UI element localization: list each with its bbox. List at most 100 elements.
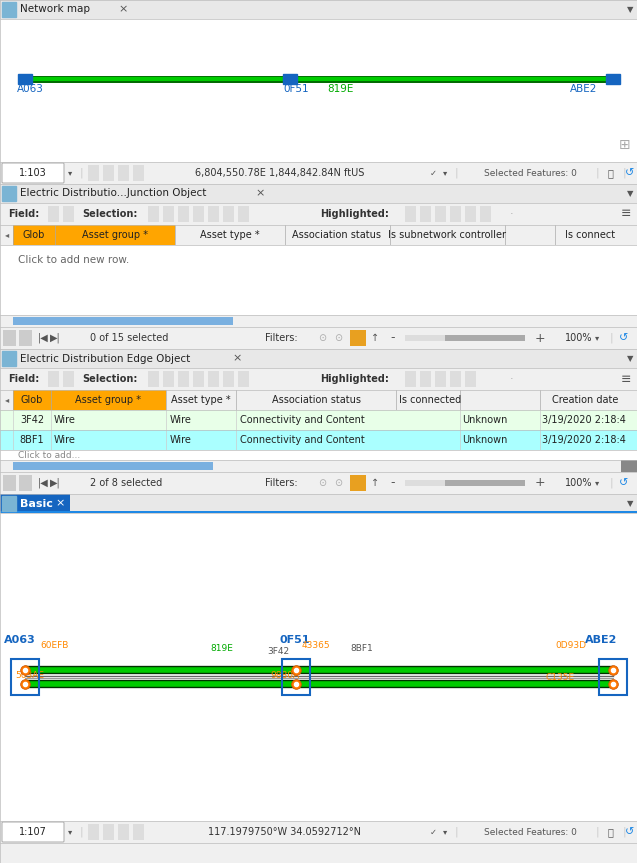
- Text: ABE2: ABE2: [570, 84, 598, 94]
- Text: A063: A063: [17, 84, 44, 94]
- Bar: [103, 165, 114, 181]
- Bar: [405, 206, 416, 222]
- Text: Selection:: Selection:: [82, 209, 138, 219]
- Text: Connectivity and Content: Connectivity and Content: [240, 415, 365, 425]
- Bar: [163, 206, 174, 222]
- Text: ⏸: ⏸: [607, 168, 613, 178]
- Bar: [405, 335, 445, 341]
- Text: Wire: Wire: [170, 415, 192, 425]
- Text: ×: ×: [55, 499, 64, 508]
- Bar: [435, 206, 446, 222]
- Text: Creation date: Creation date: [552, 395, 618, 405]
- Bar: [282, 659, 310, 695]
- Bar: [283, 74, 297, 84]
- Text: 8BF1: 8BF1: [350, 644, 373, 652]
- Bar: [420, 371, 431, 387]
- Bar: [178, 206, 189, 222]
- Text: |: |: [610, 333, 613, 343]
- Text: 6,804,550.78E 1,844,842.84N ftUS: 6,804,550.78E 1,844,842.84N ftUS: [196, 168, 365, 178]
- Bar: [465, 206, 476, 222]
- Bar: [350, 330, 366, 346]
- Bar: [63, 206, 74, 222]
- Bar: [13, 390, 51, 410]
- Text: Selected Features: 0: Selected Features: 0: [483, 168, 576, 178]
- Bar: [450, 371, 461, 387]
- Bar: [435, 371, 446, 387]
- Bar: [13, 462, 213, 470]
- Text: 100%: 100%: [565, 478, 592, 488]
- Text: ↑: ↑: [371, 333, 379, 343]
- Text: Association status: Association status: [271, 395, 361, 405]
- Text: Selection:: Selection:: [82, 374, 138, 384]
- Bar: [19, 475, 32, 491]
- Text: Wire: Wire: [54, 415, 76, 425]
- Text: Basic: Basic: [20, 499, 53, 508]
- Text: Highlighted:: Highlighted:: [320, 374, 389, 384]
- Text: 3/19/2020 2:18:4: 3/19/2020 2:18:4: [542, 435, 626, 445]
- Text: ⏸: ⏸: [607, 827, 613, 837]
- Bar: [118, 824, 129, 840]
- Text: ⊙: ⊙: [334, 333, 342, 343]
- Bar: [350, 475, 366, 491]
- Text: 1:107: 1:107: [19, 827, 47, 837]
- Text: ▾: ▾: [443, 828, 447, 836]
- Text: ⊙: ⊙: [318, 478, 326, 488]
- Text: -: -: [390, 476, 394, 489]
- Text: 117.1979750°W 34.0592712°N: 117.1979750°W 34.0592712°N: [208, 827, 362, 837]
- Text: Network map: Network map: [20, 4, 90, 15]
- Text: 0D93D: 0D93D: [555, 640, 586, 650]
- Text: |: |: [610, 478, 613, 488]
- Text: Electric Distribution Edge Object: Electric Distribution Edge Object: [20, 354, 190, 363]
- Text: ▾: ▾: [443, 168, 447, 178]
- Text: Highlighted:: Highlighted:: [320, 209, 389, 219]
- Text: Asset group *: Asset group *: [75, 395, 141, 405]
- Text: 8BF1: 8BF1: [20, 435, 45, 445]
- Bar: [13, 225, 55, 245]
- Text: ↺: ↺: [626, 168, 634, 178]
- Bar: [2, 186, 16, 201]
- Text: 9880A: 9880A: [270, 671, 299, 679]
- Text: ⊙: ⊙: [334, 478, 342, 488]
- Text: ▾: ▾: [68, 168, 72, 178]
- Bar: [88, 165, 99, 181]
- Text: ⊙: ⊙: [318, 333, 326, 343]
- Bar: [133, 824, 144, 840]
- Text: ▶|: ▶|: [50, 333, 61, 343]
- Bar: [88, 824, 99, 840]
- Bar: [148, 206, 159, 222]
- Text: ≡: ≡: [620, 373, 631, 386]
- Text: 0F51: 0F51: [283, 84, 308, 94]
- Bar: [405, 480, 445, 486]
- Text: 819E: 819E: [327, 84, 354, 94]
- Bar: [480, 206, 491, 222]
- Text: ▼: ▼: [627, 5, 633, 14]
- Text: ✓: ✓: [430, 828, 437, 836]
- Text: |: |: [455, 167, 459, 179]
- Text: Filters:: Filters:: [265, 478, 297, 488]
- Text: 43365: 43365: [302, 640, 331, 650]
- Text: ×: ×: [255, 188, 264, 198]
- Text: Wire: Wire: [170, 435, 192, 445]
- Text: ▼: ▼: [627, 189, 633, 198]
- Text: ↺: ↺: [619, 333, 629, 343]
- Bar: [13, 317, 233, 325]
- Text: ·: ·: [510, 209, 513, 219]
- Bar: [238, 371, 249, 387]
- Bar: [148, 371, 159, 387]
- Bar: [48, 371, 59, 387]
- Text: Glob: Glob: [21, 395, 43, 405]
- Bar: [405, 335, 525, 341]
- Bar: [178, 371, 189, 387]
- Bar: [0, 511, 637, 513]
- Text: 3/19/2020 2:18:4: 3/19/2020 2:18:4: [542, 415, 626, 425]
- Bar: [163, 371, 174, 387]
- Text: 3F42: 3F42: [267, 646, 289, 656]
- Text: Click to add...: Click to add...: [18, 450, 80, 459]
- Text: Asset group *: Asset group *: [82, 230, 148, 240]
- Bar: [238, 206, 249, 222]
- Text: ↑: ↑: [371, 478, 379, 488]
- Text: |: |: [623, 167, 627, 179]
- Text: Association status: Association status: [292, 230, 382, 240]
- Text: |◀: |◀: [38, 333, 49, 343]
- Bar: [55, 225, 175, 245]
